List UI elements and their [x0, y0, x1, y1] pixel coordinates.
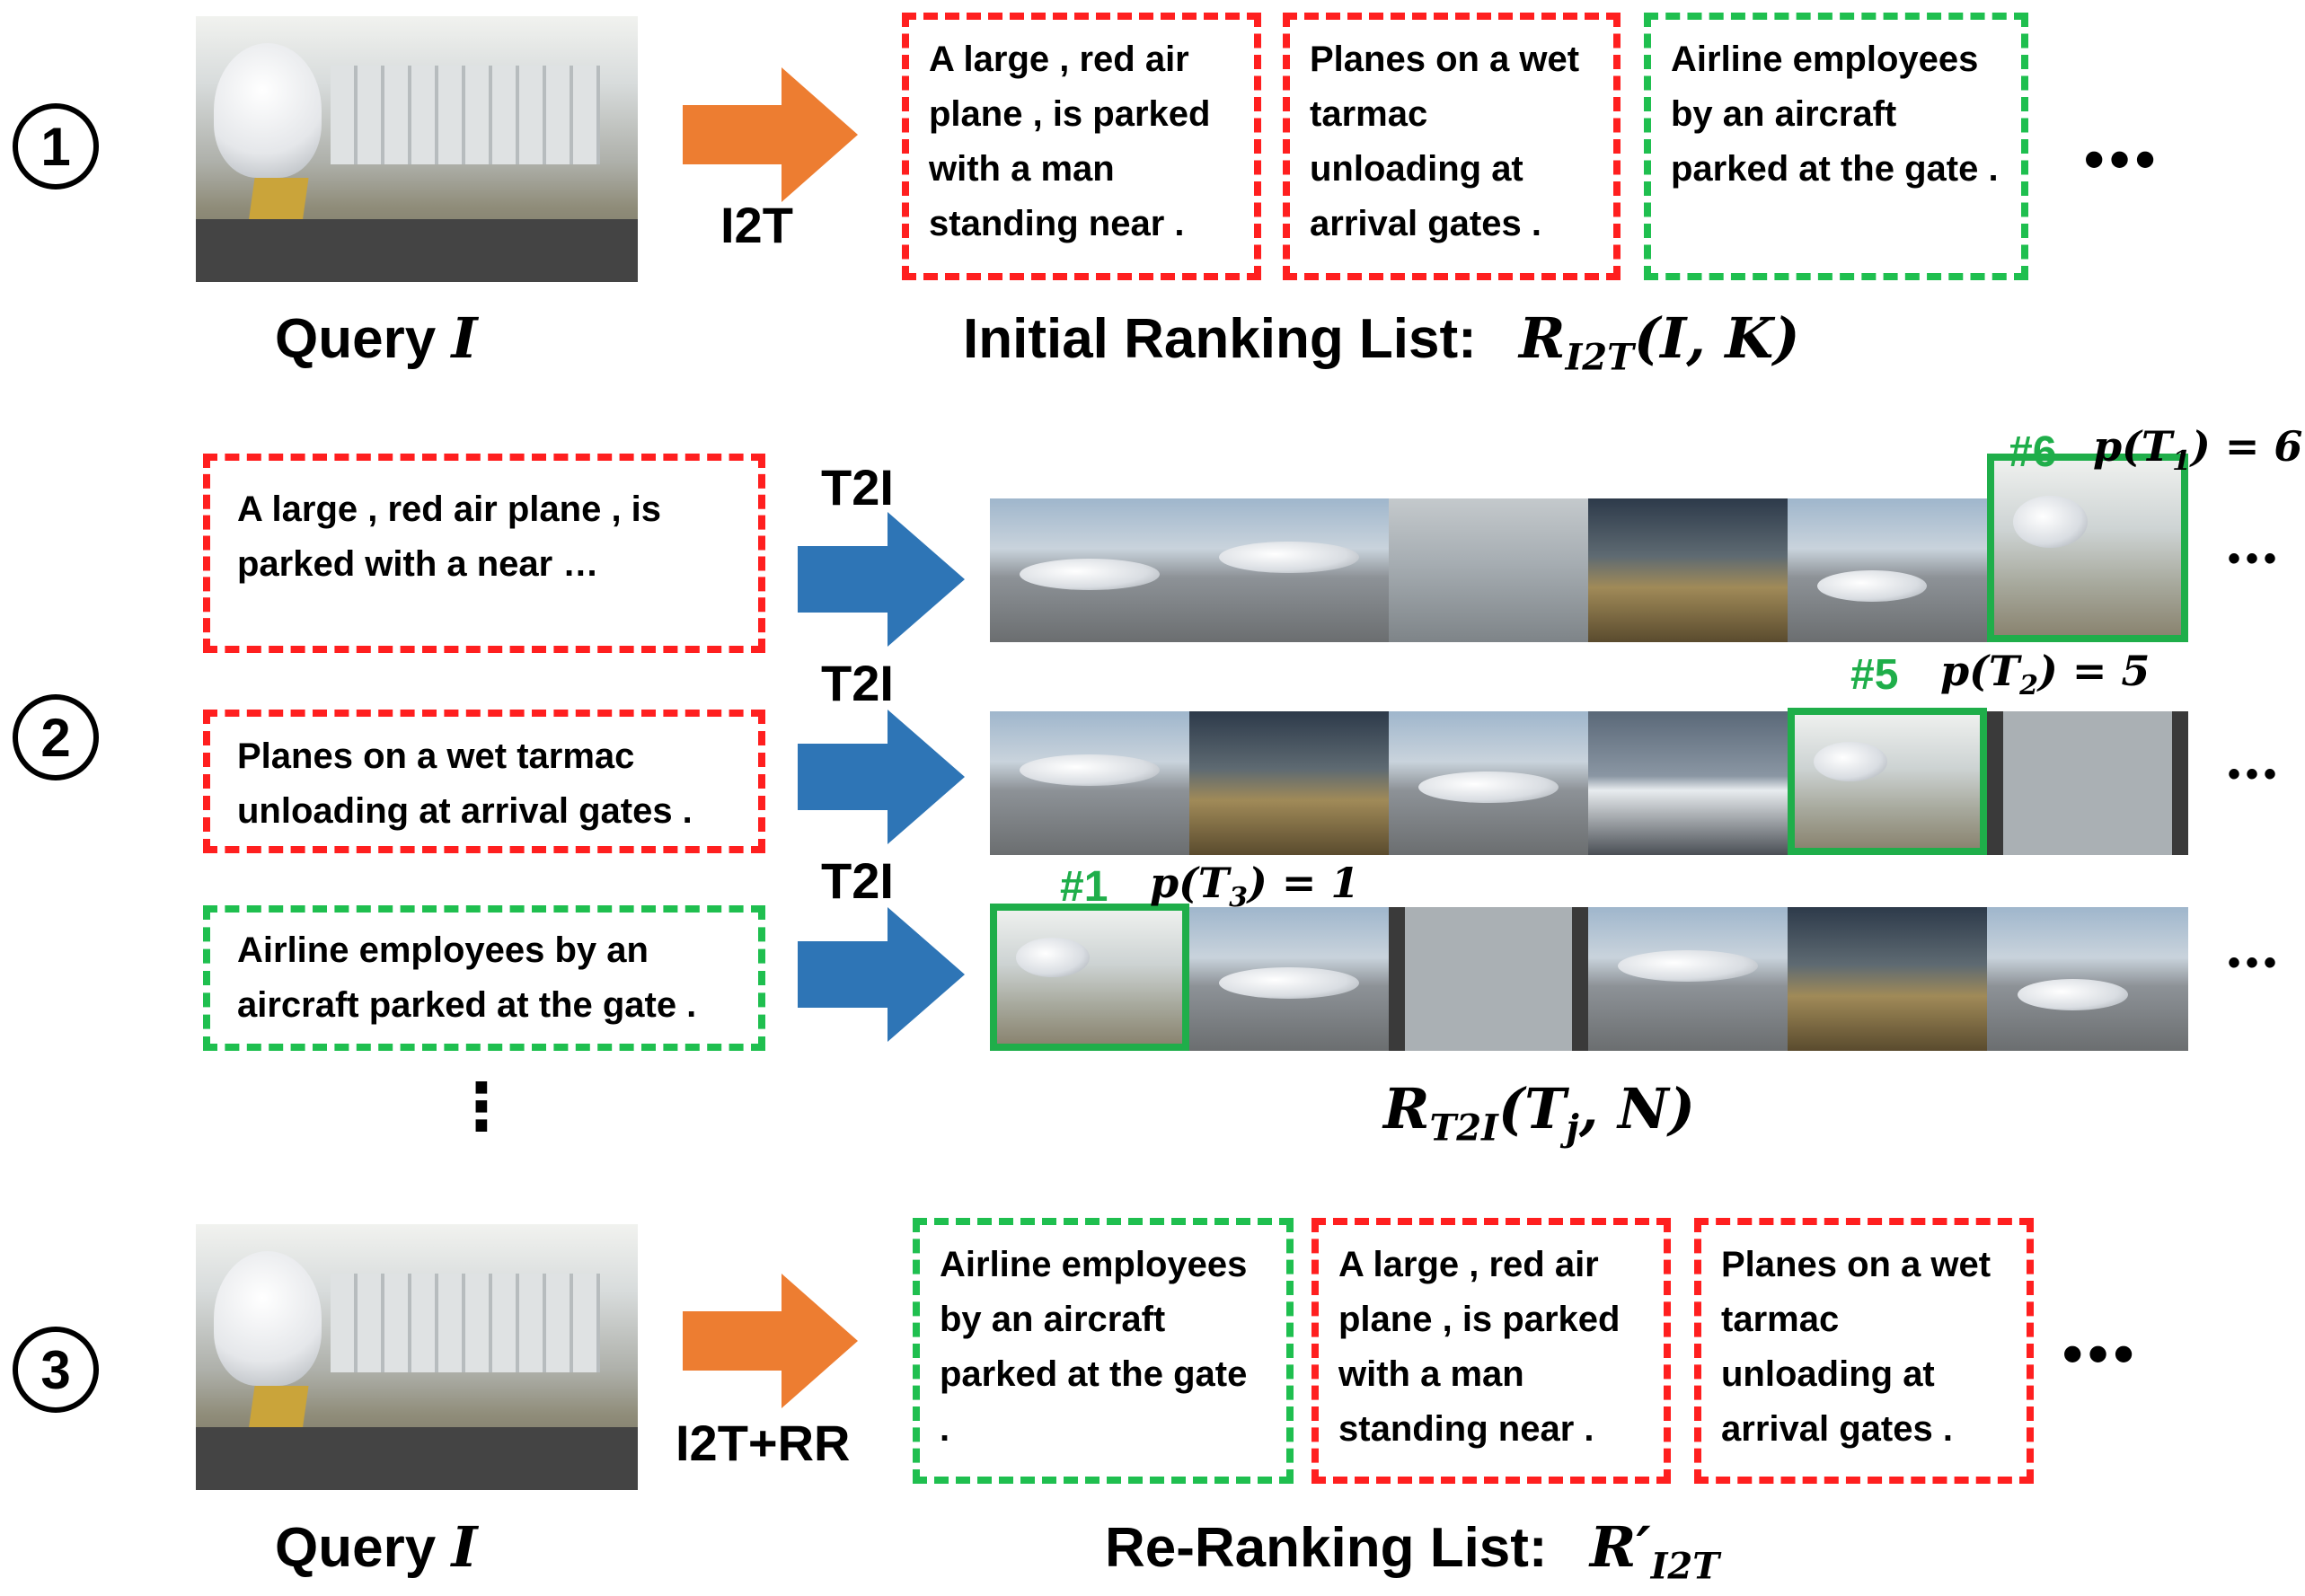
result-image	[1788, 907, 1987, 1051]
t2i-label-3: T2I	[821, 852, 894, 909]
result-image	[1389, 907, 1588, 1051]
ellipsis: •••	[2084, 127, 2161, 191]
score-sub: 2	[2019, 670, 2039, 702]
result-image	[990, 498, 1189, 642]
i2t-arrow-label: I2T	[720, 197, 793, 253]
step-number: 2	[40, 707, 71, 768]
result-image	[1588, 498, 1788, 642]
result-image	[990, 711, 1189, 855]
query-image	[196, 1224, 638, 1490]
query-caption: Query I	[275, 1514, 477, 1580]
result-image	[1987, 907, 2188, 1051]
score-p: p(T	[1150, 859, 1230, 907]
ranking-box-3: Airline employees by an aircraft parked …	[1644, 13, 2028, 280]
step-2-badge: 2	[13, 694, 99, 780]
result-image	[1189, 907, 1389, 1051]
caption-args: (T	[1497, 1076, 1567, 1142]
ellipsis: •••	[2062, 1321, 2140, 1386]
rank-label-2: #5	[1850, 651, 1899, 699]
query-text-box-3: Airline employees by an aircraft parked …	[203, 905, 765, 1051]
query-label: Query	[275, 308, 437, 370]
caption-subscript: T2I	[1429, 1107, 1498, 1150]
caption-math: R	[1519, 305, 1566, 371]
ranking-box-1: A large , red air plane , is parked with…	[902, 13, 1261, 280]
reranking-caption: Re-Ranking List: R′I2T	[1105, 1514, 1719, 1587]
reranking-box-1: Airline employees by an aircraft parked …	[913, 1218, 1294, 1484]
caption-text: Re-Ranking List:	[1105, 1517, 1548, 1579]
score-eq: ) = 1	[1248, 859, 1360, 907]
ranking-box-2: Planes on a wet tarmac unloading at arri…	[1283, 13, 1621, 280]
caption-math: R	[1383, 1076, 1430, 1142]
query-label: Query	[275, 1517, 437, 1579]
caption-args: (I, K)	[1633, 305, 1800, 371]
caption-args-tail: , N)	[1578, 1076, 1695, 1142]
score-p: p(T	[1940, 647, 2020, 695]
i2t-rr-arrow-icon	[683, 1274, 858, 1408]
t2i-ranking-caption: RT2I(Tj, N)	[1383, 1076, 1695, 1149]
score-eq: ) = 6	[2191, 422, 2303, 471]
matched-query-image	[1788, 708, 1987, 855]
step-number: 1	[40, 116, 71, 177]
step-number: 3	[40, 1339, 71, 1400]
score-label-2: p(T2) = 5	[1940, 647, 2150, 701]
initial-ranking-caption: Initial Ranking List: RI2T(I, K)	[963, 305, 1800, 378]
matched-query-image	[990, 904, 1189, 1051]
rank-label-1: #6	[2009, 428, 2057, 476]
step-3-badge: 3	[13, 1327, 99, 1413]
rank-label-3: #1	[1060, 863, 1108, 911]
t2i-arrow-3-icon	[798, 907, 965, 1042]
i2t-arrow-icon	[683, 67, 858, 202]
reranking-box-3: Planes on a wet tarmac unloading at arri…	[1694, 1218, 2034, 1484]
caption-subscript: I2T	[1650, 1545, 1720, 1588]
result-image	[1588, 907, 1788, 1051]
t2i-arrow-1-icon	[798, 512, 965, 647]
caption-args-subscript: j	[1566, 1107, 1579, 1150]
result-image	[1189, 498, 1389, 642]
result-image	[1389, 711, 1588, 855]
row-ellipsis: •••	[2228, 539, 2283, 578]
reranking-box-2: A large , red air plane , is parked with…	[1311, 1218, 1671, 1484]
t2i-arrow-2-icon	[798, 710, 965, 844]
result-image	[1189, 711, 1389, 855]
score-label-3: p(T3) = 1	[1150, 859, 1359, 913]
step-1-badge: 1	[13, 103, 99, 190]
caption-math: R′	[1589, 1514, 1651, 1580]
matched-query-image	[1987, 454, 2188, 642]
query-text-box-1: A large , red air plane , is parked with…	[203, 454, 765, 653]
query-variable: I	[451, 1514, 478, 1580]
vertical-ellipsis: ⋮	[449, 1071, 519, 1143]
i2t-rr-arrow-label: I2T+RR	[676, 1415, 851, 1471]
query-caption: Query I	[275, 305, 477, 371]
score-label-1: p(T1) = 6	[2093, 422, 2302, 477]
score-eq: ) = 5	[2038, 647, 2150, 695]
caption-subscript: I2T	[1565, 336, 1634, 379]
row-ellipsis: •••	[2228, 754, 2283, 794]
result-image	[1987, 711, 2188, 855]
result-image	[1788, 498, 1987, 642]
score-sub: 3	[1229, 882, 1249, 914]
result-image	[1588, 711, 1788, 855]
query-text-box-2: Planes on a wet tarmac unloading at arri…	[203, 710, 765, 853]
row-ellipsis: •••	[2228, 943, 2283, 983]
score-sub: 1	[2172, 445, 2192, 478]
t2i-label-2: T2I	[821, 655, 894, 711]
query-variable: I	[451, 305, 478, 371]
caption-text: Initial Ranking List:	[963, 308, 1477, 370]
t2i-label-1: T2I	[821, 459, 894, 516]
score-p: p(T	[2093, 422, 2173, 471]
result-image	[1389, 498, 1588, 642]
query-image	[196, 16, 638, 282]
